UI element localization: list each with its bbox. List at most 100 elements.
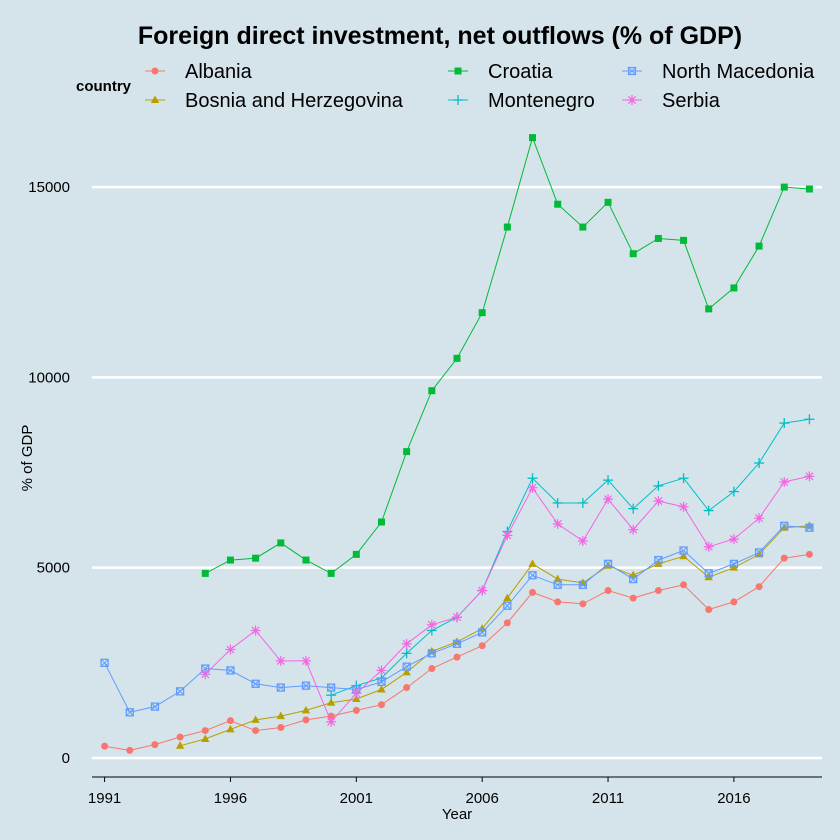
data-point xyxy=(251,715,260,723)
data-point xyxy=(226,556,234,564)
data-point xyxy=(603,559,613,569)
data-point xyxy=(101,742,109,750)
data-point xyxy=(754,513,765,524)
series-line xyxy=(330,418,810,696)
data-point xyxy=(376,665,387,676)
data-point xyxy=(579,600,587,608)
data-point xyxy=(703,505,714,516)
series-croatia xyxy=(201,134,813,577)
data-point xyxy=(554,200,562,208)
data-point xyxy=(805,550,813,558)
data-point xyxy=(201,734,210,742)
data-point xyxy=(554,598,562,606)
data-point xyxy=(728,534,739,545)
legend-item-montenegro: Montenegro xyxy=(448,90,595,112)
series-serbia xyxy=(200,471,815,727)
data-point xyxy=(125,708,134,717)
legend-marker xyxy=(454,67,462,75)
data-point xyxy=(577,536,588,547)
data-point xyxy=(528,559,537,567)
data-point xyxy=(226,724,235,733)
legend-marker xyxy=(627,66,637,76)
data-point xyxy=(804,471,815,482)
data-point xyxy=(277,724,285,732)
legend-label: Montenegro xyxy=(488,90,595,112)
data-point xyxy=(201,727,209,735)
data-point xyxy=(755,242,763,250)
data-point xyxy=(453,354,461,362)
data-point xyxy=(628,503,639,514)
data-point xyxy=(453,653,461,661)
data-point xyxy=(654,555,663,565)
data-point xyxy=(326,683,336,692)
y-axis-label: % of GDP xyxy=(19,425,36,492)
legend: Albania Bosnia and Herzegovina Croatia Mont… xyxy=(145,61,815,112)
data-point xyxy=(252,727,260,735)
data-point xyxy=(629,574,638,584)
data-point xyxy=(553,574,562,583)
data-point xyxy=(251,679,260,688)
data-point xyxy=(527,473,538,484)
data-point xyxy=(503,593,512,602)
legend-item-serbia: Serbia xyxy=(622,90,721,112)
legend-marker xyxy=(627,95,637,105)
data-point xyxy=(654,234,662,242)
data-point xyxy=(680,236,688,244)
data-point xyxy=(578,578,588,586)
data-point xyxy=(805,185,813,193)
data-point xyxy=(779,418,790,429)
data-point xyxy=(427,649,436,658)
data-point xyxy=(200,669,211,680)
data-point xyxy=(402,662,411,671)
data-point xyxy=(302,716,310,724)
legend-item-bosnia-and-herzegovina: Bosnia and Herzegovina xyxy=(145,90,404,112)
x-tick-label: 2006 xyxy=(465,790,498,807)
chart-title: Foreign direct investment, net outflows … xyxy=(138,22,742,50)
data-point xyxy=(478,309,486,317)
data-point xyxy=(779,477,790,488)
legend-marker xyxy=(150,95,160,103)
data-point xyxy=(301,705,311,714)
data-point xyxy=(301,681,311,690)
data-point xyxy=(225,644,236,655)
data-point xyxy=(653,480,664,491)
data-point xyxy=(175,741,185,749)
data-point xyxy=(403,448,411,456)
data-point xyxy=(705,305,713,313)
data-point xyxy=(730,598,738,606)
data-point xyxy=(503,223,511,231)
data-point xyxy=(552,497,563,508)
x-tick-label: 2001 xyxy=(340,790,373,807)
legend-title: country xyxy=(76,78,132,95)
data-point xyxy=(277,539,285,547)
data-point xyxy=(680,581,688,589)
data-point xyxy=(780,521,789,530)
x-tick-label: 1996 xyxy=(214,790,247,807)
data-point xyxy=(705,606,713,614)
data-point xyxy=(151,741,159,749)
series-albania xyxy=(101,550,813,754)
data-point xyxy=(805,523,814,532)
data-point xyxy=(805,521,814,529)
data-point xyxy=(653,496,664,507)
legend-label: North Macedonia xyxy=(662,61,815,83)
legend-label: Serbia xyxy=(662,90,721,112)
data-point xyxy=(704,569,713,578)
data-point xyxy=(604,198,612,206)
data-point xyxy=(729,559,739,569)
data-point xyxy=(275,655,286,666)
data-point xyxy=(503,601,512,610)
data-point xyxy=(604,587,612,595)
grid xyxy=(92,185,822,760)
y-tick-label: 15000 xyxy=(28,179,70,196)
data-point xyxy=(428,665,436,673)
data-point xyxy=(629,250,637,258)
x-tick-label: 2016 xyxy=(717,790,750,807)
data-point xyxy=(502,530,513,541)
data-point xyxy=(754,458,765,469)
legend-item-croatia: Croatia xyxy=(448,61,553,83)
data-point xyxy=(528,571,537,580)
data-point xyxy=(326,716,337,727)
data-point xyxy=(276,683,285,692)
